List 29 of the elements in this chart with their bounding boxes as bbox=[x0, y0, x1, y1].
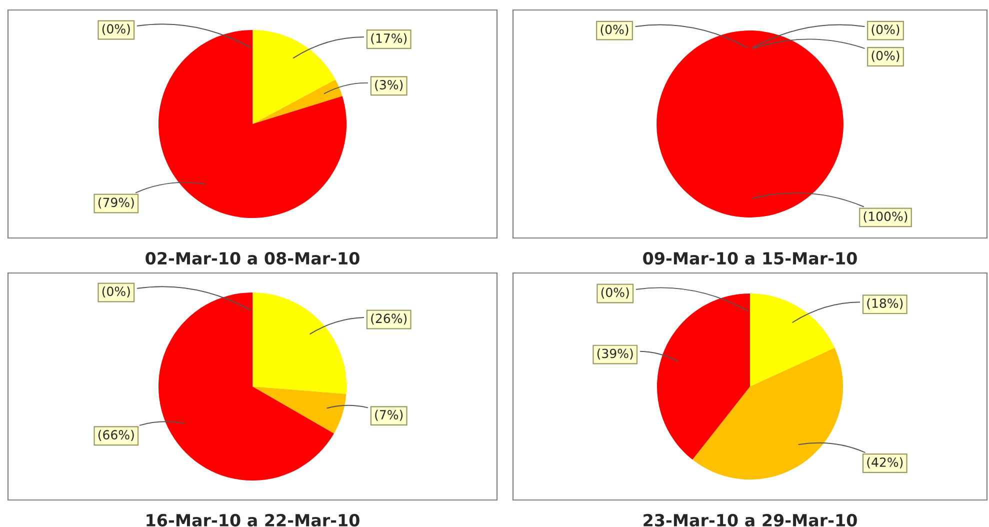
data-label: (100%) bbox=[864, 211, 908, 223]
pie-slice bbox=[252, 292, 347, 394]
text: (0%) bbox=[872, 24, 900, 36]
pie-slice bbox=[750, 293, 835, 386]
text: (0%) bbox=[872, 50, 900, 62]
data-label: (3%) bbox=[375, 80, 403, 91]
pie-slice bbox=[158, 30, 347, 218]
pie-slice bbox=[692, 348, 844, 480]
data-label: (26%) bbox=[371, 313, 407, 325]
data-label: (79%) bbox=[98, 197, 134, 209]
data-label: (7%) bbox=[375, 410, 403, 421]
data-label: (39%) bbox=[597, 348, 633, 360]
text: (0%) bbox=[600, 24, 628, 36]
text: 09-Mar-10 a 15-Mar-10 bbox=[643, 252, 857, 265]
pie-slice bbox=[252, 30, 336, 124]
text: (0%) bbox=[102, 24, 130, 36]
text: (0%) bbox=[102, 286, 130, 298]
data-label: (42%) bbox=[867, 457, 903, 468]
text: 02-Mar-10 a 08-Mar-10 bbox=[146, 252, 360, 265]
data-label: (66%) bbox=[98, 430, 134, 441]
pie-slice bbox=[656, 293, 750, 460]
text: 23-Mar-10 a 29-Mar-10 bbox=[644, 514, 857, 527]
pie-slice bbox=[252, 80, 342, 124]
data-label: (17%) bbox=[371, 33, 407, 44]
data-label: (18%) bbox=[867, 298, 903, 310]
text: (0%) bbox=[601, 287, 629, 299]
text: 16-Mar-10 a 22-Mar-10 bbox=[146, 514, 360, 527]
pie-slice bbox=[158, 292, 334, 481]
pie-slice bbox=[252, 386, 346, 434]
